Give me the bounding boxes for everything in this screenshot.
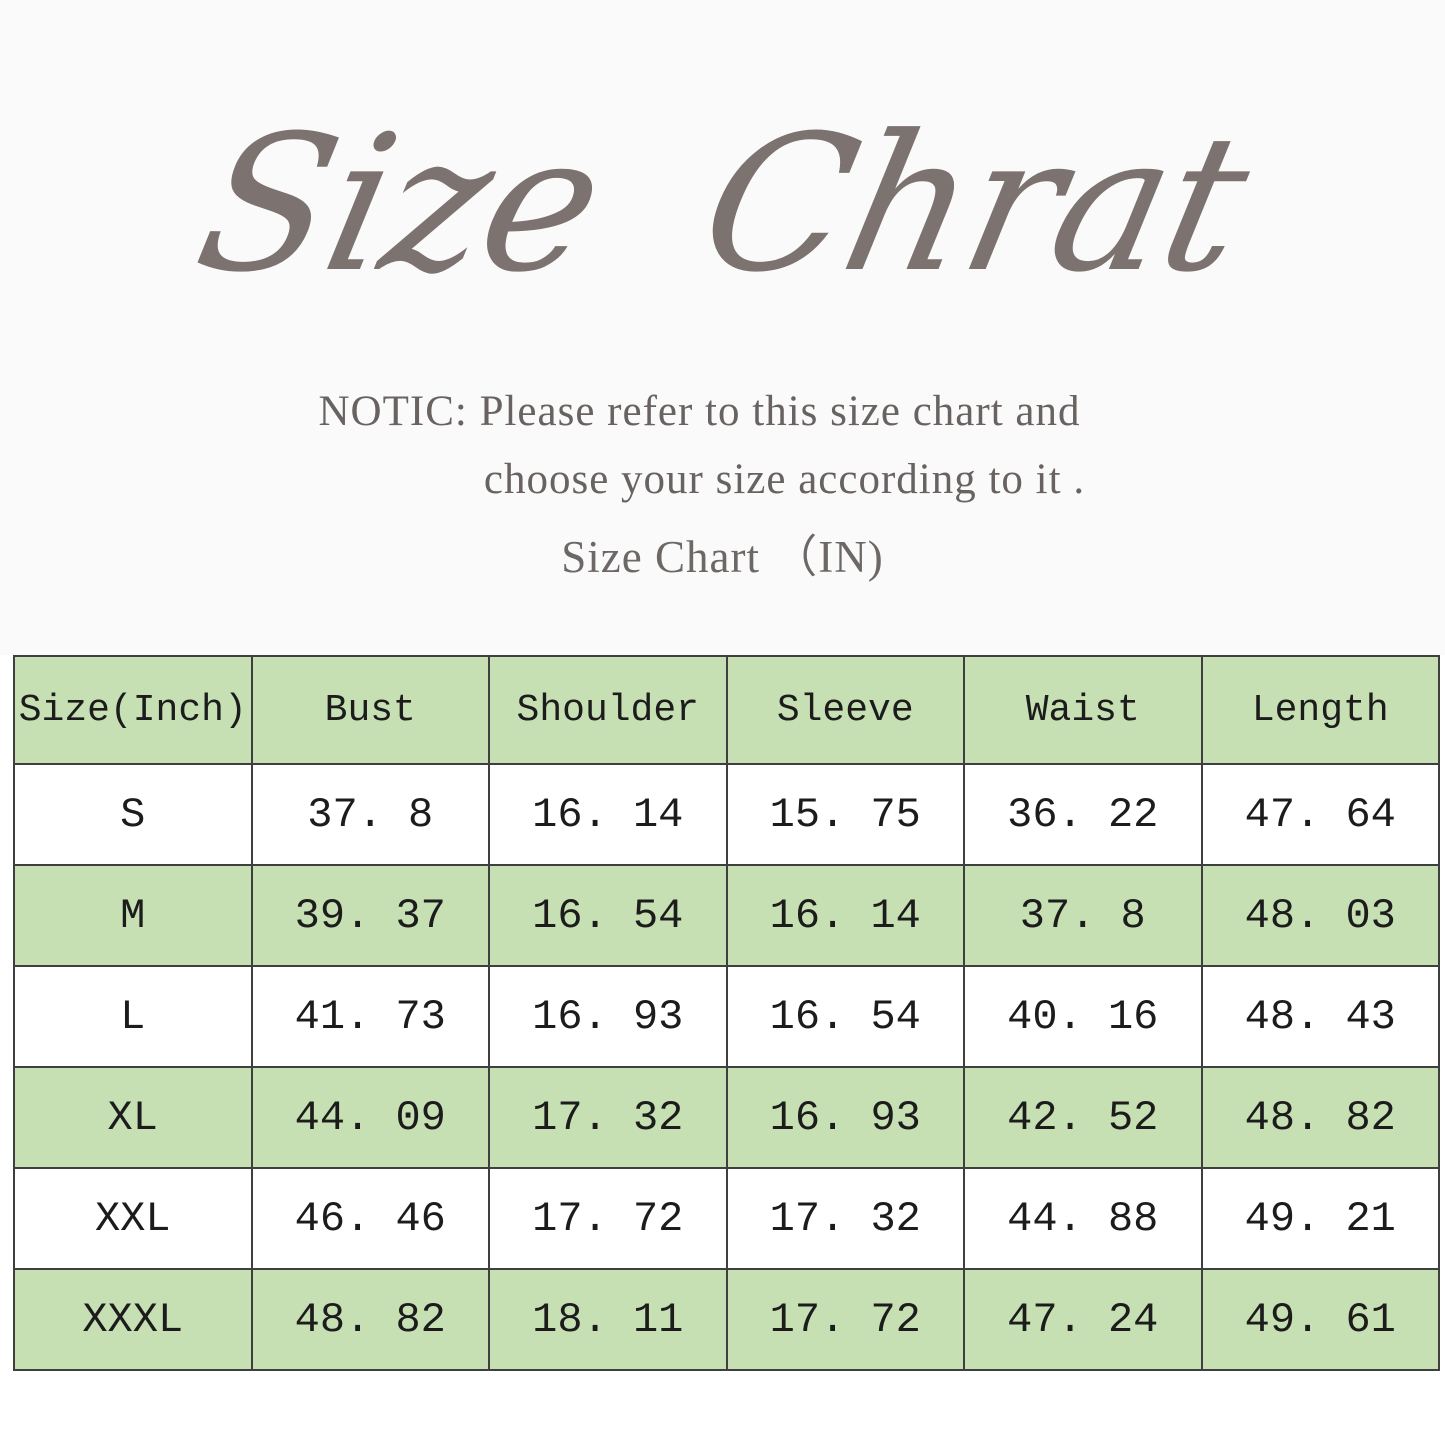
measurement-cell: 17. 32: [725, 1167, 965, 1270]
table-row: M 39. 37 16. 54 16. 14 37. 8 48. 03: [13, 864, 1440, 967]
size-label-cell: S: [13, 763, 253, 866]
table-header-cell: Bust: [250, 655, 490, 765]
header-section: Size Chrat NOTIC: Please refer to this s…: [0, 0, 1445, 655]
size-label-cell: XXXL: [13, 1268, 253, 1371]
measurement-cell: 16. 54: [488, 864, 728, 967]
measurement-cell: 17. 32: [488, 1066, 728, 1169]
measurement-cell: 48. 82: [1200, 1066, 1440, 1169]
measurement-cell: 16. 14: [488, 763, 728, 866]
table-header-row: Size(Inch) Bust Shoulder Sleeve Waist Length: [13, 655, 1440, 765]
table-row: L 41. 73 16. 93 16. 54 40. 16 48. 43: [13, 965, 1440, 1068]
page-title: Size Chrat: [181, 95, 1265, 314]
measurement-cell: 16. 54: [725, 965, 965, 1068]
measurement-cell: 48. 43: [1200, 965, 1440, 1068]
size-label-cell: L: [13, 965, 253, 1068]
measurement-cell: 37. 8: [963, 864, 1203, 967]
notice-block: NOTIC: Please refer to this size chart a…: [0, 378, 1445, 514]
measurement-cell: 36. 22: [963, 763, 1203, 866]
table-header-cell: Waist: [963, 655, 1203, 765]
size-table: Size(Inch) Bust Shoulder Sleeve Waist Length …: [13, 655, 1440, 1371]
measurement-cell: 18. 11: [488, 1268, 728, 1371]
measurement-cell: 40. 16: [963, 965, 1203, 1068]
measurement-cell: 39. 37: [250, 864, 490, 967]
table-row: XL 44. 09 17. 32 16. 93 42. 52 48. 82: [13, 1066, 1440, 1169]
measurement-cell: 17. 72: [488, 1167, 728, 1270]
measurement-cell: 41. 73: [250, 965, 490, 1068]
table-header-cell: Sleeve: [725, 655, 965, 765]
table-header-cell: Size(Inch): [13, 655, 253, 765]
measurement-cell: 44. 09: [250, 1066, 490, 1169]
table-row: XXL 46. 46 17. 72 17. 32 44. 88 49. 21: [13, 1167, 1440, 1270]
measurement-cell: 16. 93: [725, 1066, 965, 1169]
measurement-cell: 47. 64: [1200, 763, 1440, 866]
measurement-cell: 15. 75: [725, 763, 965, 866]
measurement-cell: 16. 93: [488, 965, 728, 1068]
measurement-cell: 16. 14: [725, 864, 965, 967]
table-body: S 37. 8 16. 14 15. 75 36. 22 47. 64 M 39. 37 16.…: [13, 763, 1440, 1371]
table-header-cell: Shoulder: [488, 655, 728, 765]
measurement-cell: 47. 24: [963, 1268, 1203, 1371]
size-label-cell: XXL: [13, 1167, 253, 1270]
table-row: XXXL 48. 82 18. 11 17. 72 47. 24 49. 61: [13, 1268, 1440, 1371]
size-chart-unit-label: Size Chart （IN): [561, 532, 884, 582]
notice-text-line1: NOTIC: Please refer to this size chart a…: [318, 388, 1081, 435]
table-row: S 37. 8 16. 14 15. 75 36. 22 47. 64: [13, 763, 1440, 866]
size-label-cell: M: [13, 864, 253, 967]
measurement-cell: 48. 03: [1200, 864, 1440, 967]
size-label-cell: XL: [13, 1066, 253, 1169]
measurement-cell: 49. 61: [1200, 1268, 1440, 1371]
measurement-cell: 37. 8: [250, 763, 490, 866]
measurement-cell: 49. 21: [1200, 1167, 1440, 1270]
table-header-cell: Length: [1200, 655, 1440, 765]
measurement-cell: 46. 46: [250, 1167, 490, 1270]
measurement-cell: 42. 52: [963, 1066, 1203, 1169]
measurement-cell: 48. 82: [250, 1268, 490, 1371]
measurement-cell: 44. 88: [963, 1167, 1203, 1270]
notice-text-line2: choose your size according to it .: [483, 456, 1086, 503]
measurement-cell: 17. 72: [725, 1268, 965, 1371]
